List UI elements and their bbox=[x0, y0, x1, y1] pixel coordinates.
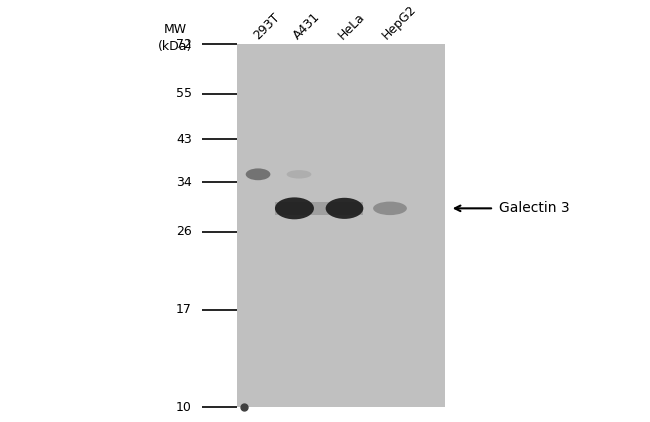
Text: 17: 17 bbox=[176, 303, 192, 316]
Text: 43: 43 bbox=[176, 133, 192, 146]
Text: 34: 34 bbox=[176, 176, 192, 189]
Ellipse shape bbox=[287, 170, 311, 179]
Text: 293T: 293T bbox=[251, 11, 282, 42]
Text: Galectin 3: Galectin 3 bbox=[499, 201, 570, 215]
Ellipse shape bbox=[246, 168, 270, 180]
Text: 26: 26 bbox=[176, 225, 192, 238]
Bar bbox=[275, 202, 363, 215]
Text: 72: 72 bbox=[176, 38, 192, 51]
Text: (kDa): (kDa) bbox=[159, 40, 192, 53]
Ellipse shape bbox=[373, 202, 407, 215]
Bar bbox=[237, 44, 445, 407]
Ellipse shape bbox=[326, 198, 363, 219]
Ellipse shape bbox=[275, 197, 314, 219]
Text: A431: A431 bbox=[291, 10, 323, 42]
Text: 10: 10 bbox=[176, 401, 192, 414]
Text: 55: 55 bbox=[176, 87, 192, 100]
Text: MW: MW bbox=[164, 23, 187, 36]
Text: HepG2: HepG2 bbox=[380, 3, 419, 42]
Text: HeLa: HeLa bbox=[335, 11, 367, 42]
